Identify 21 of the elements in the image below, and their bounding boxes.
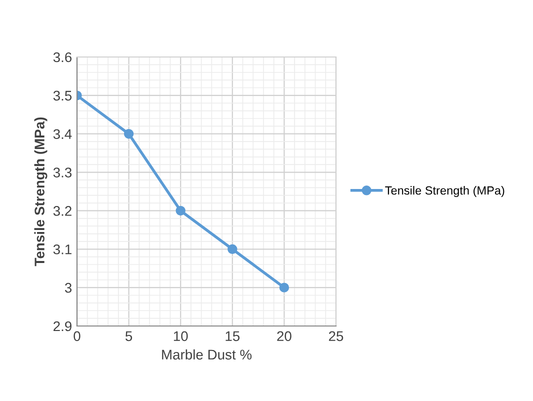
y-tick-label: 3.1 <box>53 244 72 254</box>
x-tick-label: 25 <box>328 331 344 342</box>
x-tick-label: 0 <box>74 331 80 342</box>
y-tick-label: 2.9 <box>54 321 72 332</box>
point <box>279 282 290 292</box>
x-tick-label: 15 <box>226 331 240 342</box>
y-tick-label: 3.5 <box>53 90 72 101</box>
legend-label: Tensile Strength (MPa) <box>385 186 504 198</box>
y-tick-label: 3.6 <box>53 52 72 62</box>
x-tick-label: 10 <box>174 331 188 342</box>
y-tick-label: 3 <box>64 282 72 293</box>
y-tick-label: 3.4 <box>53 129 72 140</box>
x-tick-label: 5 <box>125 331 132 342</box>
y-tick-label: 3.2 <box>53 206 72 216</box>
point <box>176 206 186 216</box>
x-axis-title: Marble Dust % <box>162 349 252 360</box>
point <box>228 244 238 254</box>
y-tick-label: 3.3 <box>53 168 72 178</box>
y-axis-title: Tensile Strength (MPa) <box>34 117 48 266</box>
point <box>124 128 134 139</box>
x-tick-label: 20 <box>277 331 292 342</box>
